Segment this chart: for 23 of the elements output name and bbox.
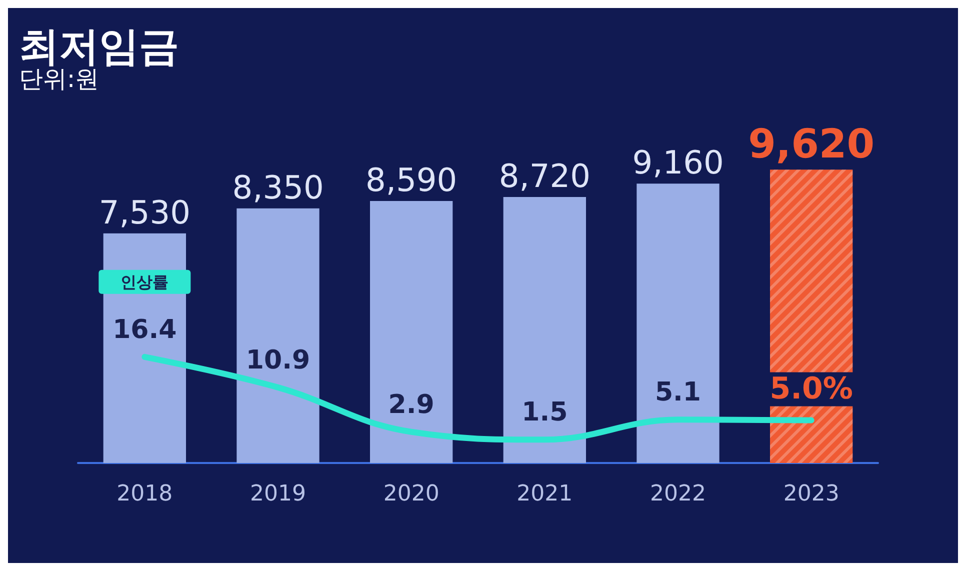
x-tick-label: 2022 — [650, 482, 706, 506]
x-tick-label: 2021 — [516, 482, 573, 506]
data-label: 7,530 — [98, 193, 190, 232]
x-tick-label: 2019 — [250, 482, 306, 506]
x-tick-label: 2023 — [783, 482, 840, 506]
data-label: 1.5 — [522, 398, 568, 428]
x-tick-label: 2018 — [116, 482, 173, 506]
data-label: 2.9 — [388, 390, 434, 420]
data-label: 8,350 — [232, 168, 324, 206]
data-label: 9,160 — [632, 144, 724, 182]
data-label: 5.0% — [770, 372, 853, 407]
bar — [503, 197, 586, 463]
data-label: 5.1 — [654, 378, 702, 408]
bar — [370, 201, 453, 463]
data-label: 16.4 — [112, 314, 177, 345]
text: 인상률 — [120, 272, 169, 292]
data-label: 10.9 — [246, 345, 310, 376]
data-label: 9,620 — [748, 122, 875, 168]
bar — [236, 208, 320, 463]
x-tick-label: 2020 — [383, 482, 440, 506]
data-label: 8,590 — [366, 161, 458, 200]
bar — [636, 184, 720, 463]
data-label: 8,720 — [498, 157, 590, 196]
